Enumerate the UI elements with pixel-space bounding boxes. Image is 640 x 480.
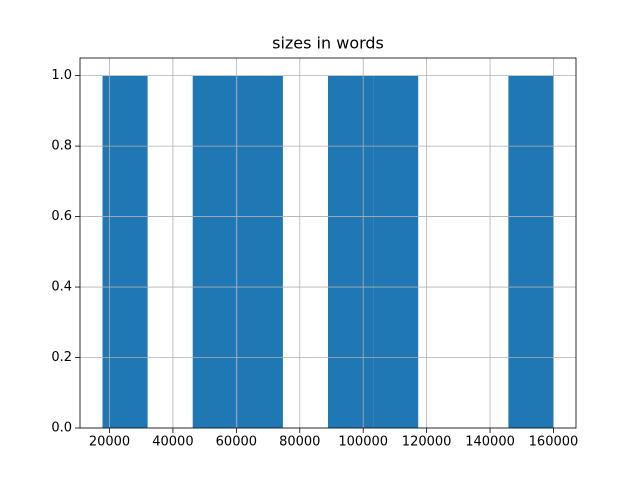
x-tick-label: 40000 bbox=[152, 435, 193, 450]
bar bbox=[192, 75, 238, 428]
y-tick-label: 0.6 bbox=[51, 209, 72, 224]
y-tick-label: 0.0 bbox=[51, 421, 72, 436]
x-tick-label: 60000 bbox=[216, 435, 257, 450]
bar bbox=[237, 75, 283, 428]
x-tick-label: 120000 bbox=[402, 435, 452, 450]
bar bbox=[328, 75, 374, 428]
y-tick-label: 0.2 bbox=[51, 350, 72, 365]
x-tick-label: 100000 bbox=[338, 435, 388, 450]
y-tick-label: 0.4 bbox=[51, 280, 72, 295]
x-tick-label: 80000 bbox=[279, 435, 320, 450]
y-tick-label: 0.8 bbox=[51, 139, 72, 154]
bar bbox=[373, 75, 419, 428]
y-tick-label: 1.0 bbox=[51, 68, 72, 83]
x-tick-label: 160000 bbox=[529, 435, 579, 450]
bar bbox=[102, 75, 148, 428]
chart-title: sizes in words bbox=[272, 34, 384, 53]
bar bbox=[508, 75, 554, 428]
plot-frame bbox=[79, 57, 577, 429]
x-tick-label: 20000 bbox=[89, 435, 130, 450]
x-tick-label: 140000 bbox=[465, 435, 515, 450]
